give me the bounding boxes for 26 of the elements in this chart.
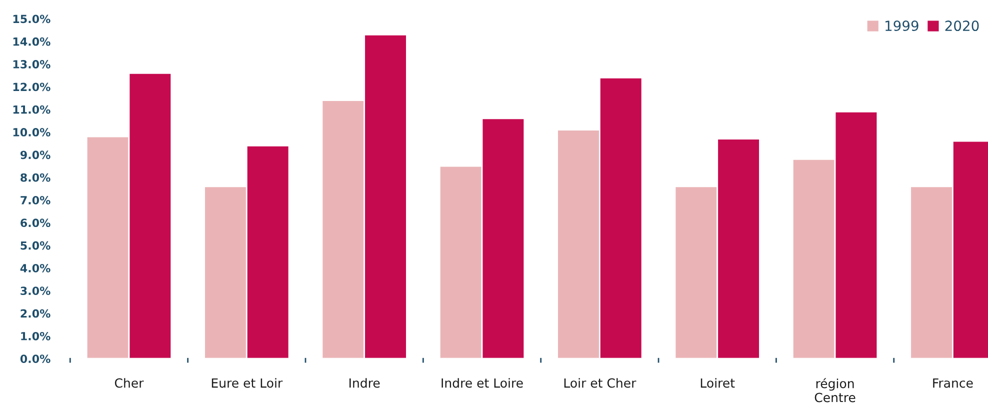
y-tick-label: 1.0%: [21, 332, 50, 340]
legend-label: 2020: [945, 20, 979, 32]
x-tick-label: Eure et Loir: [212, 378, 283, 388]
y-tick-label: 7.0%: [20, 196, 50, 204]
x-tick-label: Loiret: [700, 378, 735, 388]
x-tick-label: région Centre: [814, 378, 856, 402]
y-tick-label: 0.0%: [20, 354, 50, 363]
y-tick-label: 4.0%: [20, 264, 50, 272]
y-tick-label: 12.0%: [13, 82, 50, 92]
y-tick-label: 9.0%: [20, 150, 50, 160]
y-tick-label: 10.0%: [13, 128, 50, 136]
y-tick-label: 8.0%: [20, 173, 50, 182]
x-tick-label: Indre: [350, 378, 380, 388]
y-tick-label: 6.0%: [20, 218, 50, 228]
y-tick-label: 11.0%: [13, 105, 50, 114]
y-tick-label: 13.0%: [13, 60, 50, 68]
y-tick-label: 3.0%: [20, 286, 50, 296]
x-tick-label: Loir et Cher: [564, 378, 636, 388]
legend-label: 1999: [886, 20, 918, 32]
x-tick-label: Cher: [114, 378, 144, 388]
y-tick-label: 5.0%: [20, 241, 50, 250]
y-tick-label: 14.0%: [13, 37, 50, 46]
x-tick-label: Indre et Loire: [442, 378, 523, 388]
x-tick-label: France: [933, 378, 973, 388]
y-tick-label: 15.0%: [13, 14, 50, 24]
y-tick-label: 2.0%: [20, 309, 50, 318]
